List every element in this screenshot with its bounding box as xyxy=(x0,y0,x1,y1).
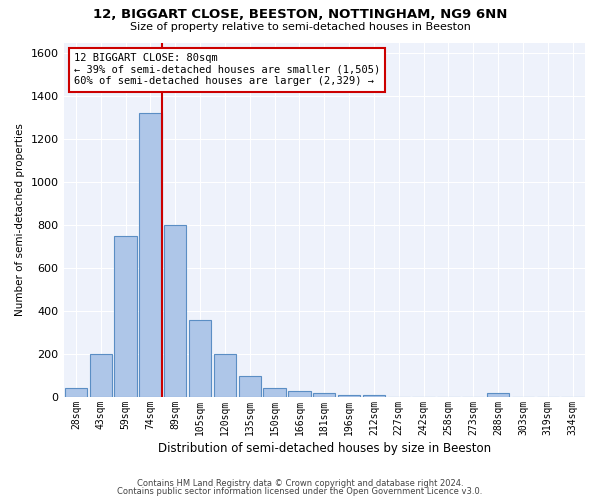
Text: Contains public sector information licensed under the Open Government Licence v3: Contains public sector information licen… xyxy=(118,487,482,496)
Text: 12 BIGGART CLOSE: 80sqm
← 39% of semi-detached houses are smaller (1,505)
60% of: 12 BIGGART CLOSE: 80sqm ← 39% of semi-de… xyxy=(74,53,380,86)
Bar xyxy=(239,376,261,397)
Bar xyxy=(115,236,137,397)
X-axis label: Distribution of semi-detached houses by size in Beeston: Distribution of semi-detached houses by … xyxy=(158,442,491,455)
Bar xyxy=(65,388,87,397)
Bar xyxy=(313,392,335,397)
Bar xyxy=(288,390,311,397)
Bar xyxy=(338,395,360,397)
Text: 12, BIGGART CLOSE, BEESTON, NOTTINGHAM, NG9 6NN: 12, BIGGART CLOSE, BEESTON, NOTTINGHAM, … xyxy=(93,8,507,20)
Bar xyxy=(363,395,385,397)
Y-axis label: Number of semi-detached properties: Number of semi-detached properties xyxy=(15,124,25,316)
Text: Contains HM Land Registry data © Crown copyright and database right 2024.: Contains HM Land Registry data © Crown c… xyxy=(137,478,463,488)
Bar xyxy=(487,392,509,397)
Text: Size of property relative to semi-detached houses in Beeston: Size of property relative to semi-detach… xyxy=(130,22,470,32)
Bar xyxy=(214,354,236,397)
Bar xyxy=(263,388,286,397)
Bar xyxy=(89,354,112,397)
Bar xyxy=(139,114,161,397)
Bar xyxy=(164,225,187,397)
Bar xyxy=(189,320,211,397)
